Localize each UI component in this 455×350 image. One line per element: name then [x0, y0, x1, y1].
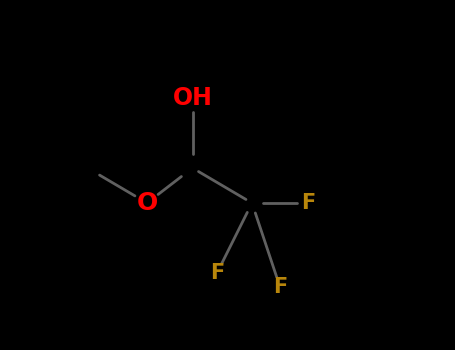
Text: F: F [301, 193, 315, 213]
Text: F: F [210, 263, 224, 283]
Text: O: O [136, 191, 157, 215]
Text: OH: OH [172, 86, 212, 110]
Text: F: F [273, 277, 287, 297]
